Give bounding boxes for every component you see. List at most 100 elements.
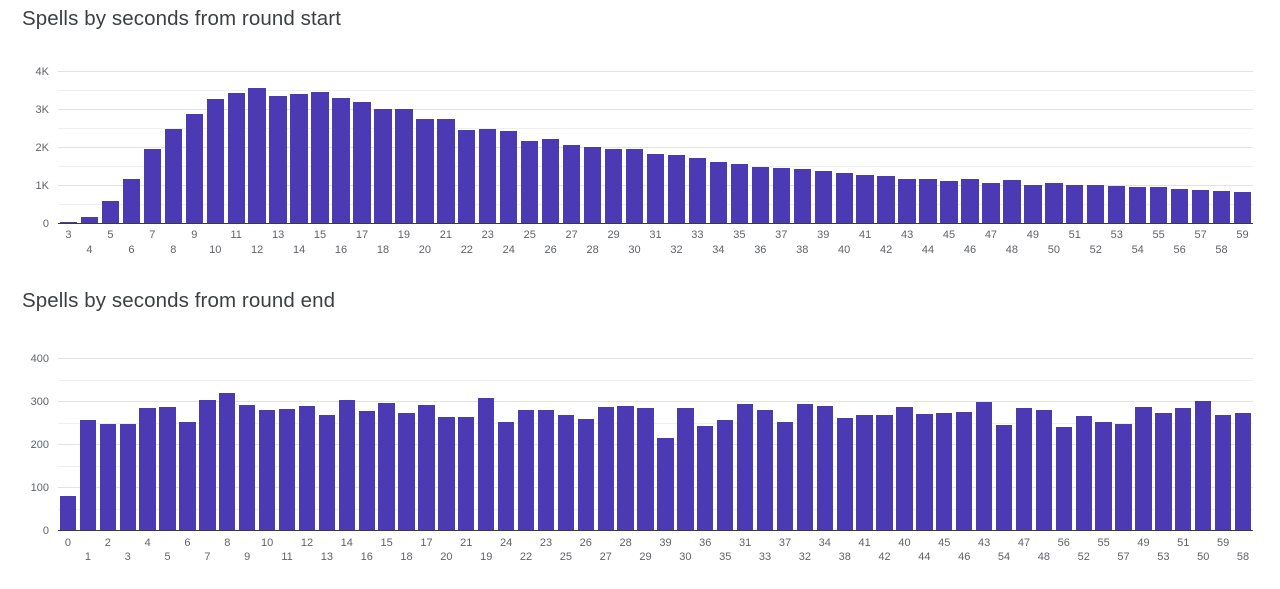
bar[interactable] bbox=[59, 495, 77, 530]
bar[interactable] bbox=[796, 404, 814, 530]
bar[interactable] bbox=[143, 148, 162, 223]
bar[interactable] bbox=[1015, 408, 1033, 530]
bar[interactable] bbox=[269, 95, 287, 223]
bar[interactable] bbox=[667, 154, 686, 223]
bar[interactable] bbox=[1087, 185, 1105, 223]
bar[interactable] bbox=[79, 420, 97, 530]
bar[interactable] bbox=[318, 415, 336, 530]
bar[interactable] bbox=[99, 423, 116, 530]
bar[interactable] bbox=[562, 145, 581, 223]
bar[interactable] bbox=[1095, 421, 1112, 530]
bar[interactable] bbox=[1191, 189, 1210, 223]
bar[interactable] bbox=[583, 147, 602, 223]
bar[interactable] bbox=[416, 119, 434, 223]
bar[interactable] bbox=[1075, 416, 1092, 530]
bar[interactable] bbox=[159, 406, 176, 530]
bar[interactable] bbox=[856, 414, 873, 530]
bar[interactable] bbox=[478, 398, 495, 530]
bar[interactable] bbox=[717, 419, 734, 530]
bar[interactable] bbox=[995, 425, 1013, 530]
bar[interactable] bbox=[122, 178, 141, 223]
bar[interactable] bbox=[332, 97, 350, 223]
bar[interactable] bbox=[258, 410, 276, 530]
bar[interactable] bbox=[637, 408, 654, 530]
bar[interactable] bbox=[239, 405, 256, 530]
bar[interactable] bbox=[816, 405, 833, 530]
bar[interactable] bbox=[617, 406, 634, 530]
bar[interactable] bbox=[772, 167, 790, 223]
bar[interactable] bbox=[936, 413, 953, 530]
bar[interactable] bbox=[835, 172, 853, 223]
bar[interactable] bbox=[916, 413, 933, 530]
bar[interactable] bbox=[836, 417, 853, 530]
bar[interactable] bbox=[919, 178, 937, 223]
bar[interactable] bbox=[1045, 182, 1063, 223]
bar[interactable] bbox=[1155, 412, 1172, 530]
bar[interactable] bbox=[688, 158, 707, 223]
bar[interactable] bbox=[1108, 185, 1126, 223]
bar[interactable] bbox=[248, 88, 266, 223]
bar[interactable] bbox=[1149, 187, 1168, 223]
bar[interactable] bbox=[458, 416, 475, 530]
bar[interactable] bbox=[479, 129, 497, 223]
bar[interactable] bbox=[458, 130, 476, 223]
bar[interactable] bbox=[709, 161, 728, 223]
bar[interactable] bbox=[298, 405, 316, 530]
bar[interactable] bbox=[1135, 406, 1152, 530]
bar[interactable] bbox=[438, 416, 455, 530]
bar[interactable] bbox=[290, 94, 308, 223]
bar[interactable] bbox=[877, 175, 895, 223]
bar[interactable] bbox=[1233, 191, 1252, 223]
bar[interactable] bbox=[119, 424, 136, 530]
bar[interactable] bbox=[956, 411, 973, 530]
bar[interactable] bbox=[521, 140, 539, 223]
bar[interactable] bbox=[730, 164, 749, 223]
bar[interactable] bbox=[756, 410, 774, 530]
bar[interactable] bbox=[625, 148, 644, 223]
bar[interactable] bbox=[206, 98, 224, 223]
bar[interactable] bbox=[374, 109, 392, 223]
bar[interactable] bbox=[961, 179, 979, 223]
bar[interactable] bbox=[1115, 423, 1132, 530]
bar[interactable] bbox=[80, 217, 99, 223]
bar[interactable] bbox=[139, 407, 156, 530]
bar[interactable] bbox=[219, 393, 236, 530]
bar[interactable] bbox=[398, 413, 415, 530]
bar[interactable] bbox=[657, 437, 674, 530]
bar[interactable] bbox=[646, 154, 665, 223]
bar[interactable] bbox=[1003, 179, 1021, 223]
bar[interactable] bbox=[557, 414, 575, 530]
bar[interactable] bbox=[597, 407, 614, 530]
bar[interactable] bbox=[1234, 412, 1252, 530]
bar[interactable] bbox=[1212, 190, 1231, 223]
bar[interactable] bbox=[500, 131, 518, 223]
bar[interactable] bbox=[199, 399, 216, 530]
bar[interactable] bbox=[1035, 410, 1053, 530]
bar[interactable] bbox=[101, 200, 120, 223]
bar[interactable] bbox=[517, 410, 535, 530]
bar[interactable] bbox=[677, 407, 694, 530]
bar[interactable] bbox=[697, 426, 714, 530]
bar[interactable] bbox=[1214, 414, 1232, 530]
bar[interactable] bbox=[395, 109, 413, 223]
bar[interactable] bbox=[898, 178, 916, 223]
bar[interactable] bbox=[497, 421, 515, 530]
bar[interactable] bbox=[537, 409, 555, 530]
bar[interactable] bbox=[185, 114, 203, 223]
bar[interactable] bbox=[975, 402, 993, 530]
bar[interactable] bbox=[876, 415, 893, 530]
bar[interactable] bbox=[378, 402, 395, 530]
bar[interactable] bbox=[896, 406, 913, 530]
bar[interactable] bbox=[736, 404, 754, 530]
bar[interactable] bbox=[59, 222, 78, 223]
bar[interactable] bbox=[358, 411, 375, 530]
bar[interactable] bbox=[437, 118, 455, 223]
bar[interactable] bbox=[1175, 407, 1192, 530]
bar[interactable] bbox=[814, 170, 832, 223]
bar[interactable] bbox=[418, 404, 435, 530]
bar[interactable] bbox=[227, 93, 245, 223]
bar[interactable] bbox=[751, 166, 769, 223]
bar[interactable] bbox=[353, 102, 371, 223]
bar[interactable] bbox=[164, 128, 182, 223]
bar[interactable] bbox=[1055, 426, 1072, 530]
